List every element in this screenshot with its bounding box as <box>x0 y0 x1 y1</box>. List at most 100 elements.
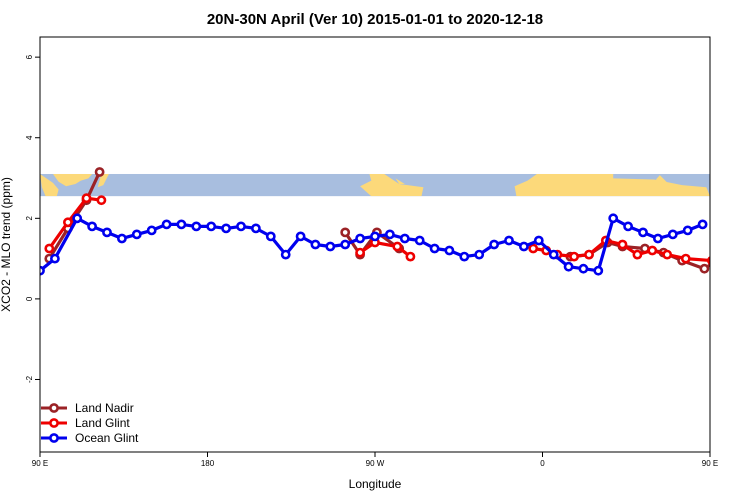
map-land-group <box>40 174 750 197</box>
x-tick-label: 90 E <box>702 459 718 468</box>
data-point-land-glint <box>662 249 673 260</box>
data-point-ocean-glint <box>474 249 485 260</box>
data-point-ocean-glint <box>295 231 306 242</box>
map-land-shape <box>40 174 59 197</box>
data-point-ocean-glint <box>102 227 112 238</box>
data-point-ocean-glint <box>593 265 604 276</box>
y-tick-label: 0 <box>25 296 34 301</box>
data-point-land-glint <box>734 245 741 252</box>
legend-item-land-glint: Land Glint <box>41 416 130 430</box>
data-point-ocean-glint <box>414 235 425 246</box>
series-ocean-glint <box>40 213 708 276</box>
data-point-land-glint <box>63 217 73 228</box>
series-line-land-nadir <box>343 230 401 257</box>
y-tick-label: 6 <box>25 54 34 59</box>
x-tick-label: 90 W <box>366 459 385 468</box>
data-point-ocean-glint <box>340 239 351 250</box>
series-line-land-glint <box>359 240 412 258</box>
data-point-ocean-glint <box>519 241 529 252</box>
data-point-ocean-glint <box>682 225 693 236</box>
data-point-ocean-glint <box>504 235 514 246</box>
data-point-land-glint <box>647 245 658 256</box>
y-tick-label: -2 <box>25 375 34 383</box>
data-point-ocean-glint <box>608 213 619 224</box>
data-point-land-glint <box>81 193 92 204</box>
data-point-ocean-glint <box>355 233 365 244</box>
data-point-land-nadir <box>727 227 734 234</box>
data-point-land-glint <box>632 249 643 260</box>
data-point-ocean-glint <box>176 219 187 230</box>
data-point-ocean-glint <box>191 221 202 232</box>
data-point-ocean-glint <box>117 233 127 244</box>
data-point-ocean-glint <box>533 235 544 246</box>
data-point-ocean-glint <box>325 241 336 252</box>
legend-item-ocean-glint: Ocean Glint <box>41 431 139 445</box>
data-point-ocean-glint <box>638 227 648 238</box>
data-point-ocean-glint <box>667 229 678 240</box>
data-point-ocean-glint <box>236 221 246 232</box>
legend-swatch-marker <box>49 403 59 413</box>
data-point-land-glint <box>723 265 730 272</box>
data-point-ocean-glint <box>548 249 559 260</box>
map-land-shape <box>360 174 424 197</box>
x-axis-label: Longitude <box>349 477 402 491</box>
map-land-shape <box>704 174 750 186</box>
y-tick-label: 4 <box>25 135 34 140</box>
map-land-shape <box>514 174 710 197</box>
x-tick-label: 180 <box>201 459 215 468</box>
x-axis: 90 E 180 90 W 0 90 E <box>32 452 718 468</box>
data-point-ocean-glint <box>697 219 708 230</box>
data-point-ocean-glint <box>250 223 261 234</box>
data-point-land-glint <box>569 251 579 262</box>
data-point-ocean-glint <box>72 213 83 224</box>
data-point-land-nadir <box>340 227 351 238</box>
legend-swatch-marker <box>49 433 59 443</box>
data-point-ocean-glint <box>459 251 470 262</box>
data-point-ocean-glint <box>146 225 157 236</box>
data-point-land-glint <box>707 256 710 266</box>
data-point-ocean-glint <box>87 221 97 232</box>
data-point-land-glint <box>617 239 628 250</box>
map-land-shape <box>97 174 109 188</box>
x-tick-label: 90 E <box>32 459 48 468</box>
data-point-land-glint <box>528 243 539 254</box>
data-point-ocean-glint <box>265 231 276 242</box>
map-land-shape <box>710 174 729 196</box>
data-point-land-nadir <box>716 255 723 262</box>
data-point-land-glint <box>44 243 55 254</box>
data-point-ocean-glint <box>280 249 291 260</box>
data-point-ocean-glint <box>563 261 574 272</box>
chart-title: 20N-30N April (Ver 10) 2015-01-01 to 202… <box>207 11 543 28</box>
data-point-ocean-glint <box>131 229 142 240</box>
data-point-ocean-glint <box>653 233 663 244</box>
data-point-land-nadir <box>699 263 710 274</box>
legend-label: Land Glint <box>75 416 130 430</box>
map-land-shape <box>656 175 671 189</box>
world-map-strip <box>40 173 750 197</box>
data-point-ocean-glint <box>399 233 410 244</box>
data-point-land-glint <box>355 247 365 258</box>
legend-item-land-nadir: Land Nadir <box>41 401 134 415</box>
series-line-land-glint <box>47 196 102 250</box>
y-axis-label: XCO2 - MLO trend (ppm) <box>0 177 13 312</box>
data-point-ocean-glint <box>206 221 217 232</box>
data-point-land-glint <box>405 251 416 262</box>
data-point-ocean-glint <box>623 221 633 232</box>
x-tick-label: 0 <box>540 459 545 468</box>
data-point-land-glint <box>392 241 403 252</box>
data-point-land-glint <box>680 253 691 264</box>
legend-label: Ocean Glint <box>75 431 139 445</box>
legend-label: Land Nadir <box>75 401 134 415</box>
y-axis: -2 0 2 4 6 <box>25 54 40 383</box>
data-point-ocean-glint <box>384 229 395 240</box>
data-point-ocean-glint <box>370 231 380 242</box>
data-point-ocean-glint <box>50 253 60 264</box>
legend-swatch-marker <box>49 418 59 428</box>
map-land-shape <box>40 174 93 187</box>
data-point-ocean-glint <box>429 243 440 254</box>
data-point-ocean-glint <box>444 245 455 256</box>
series-layer <box>40 167 741 276</box>
data-point-ocean-glint <box>161 219 172 230</box>
